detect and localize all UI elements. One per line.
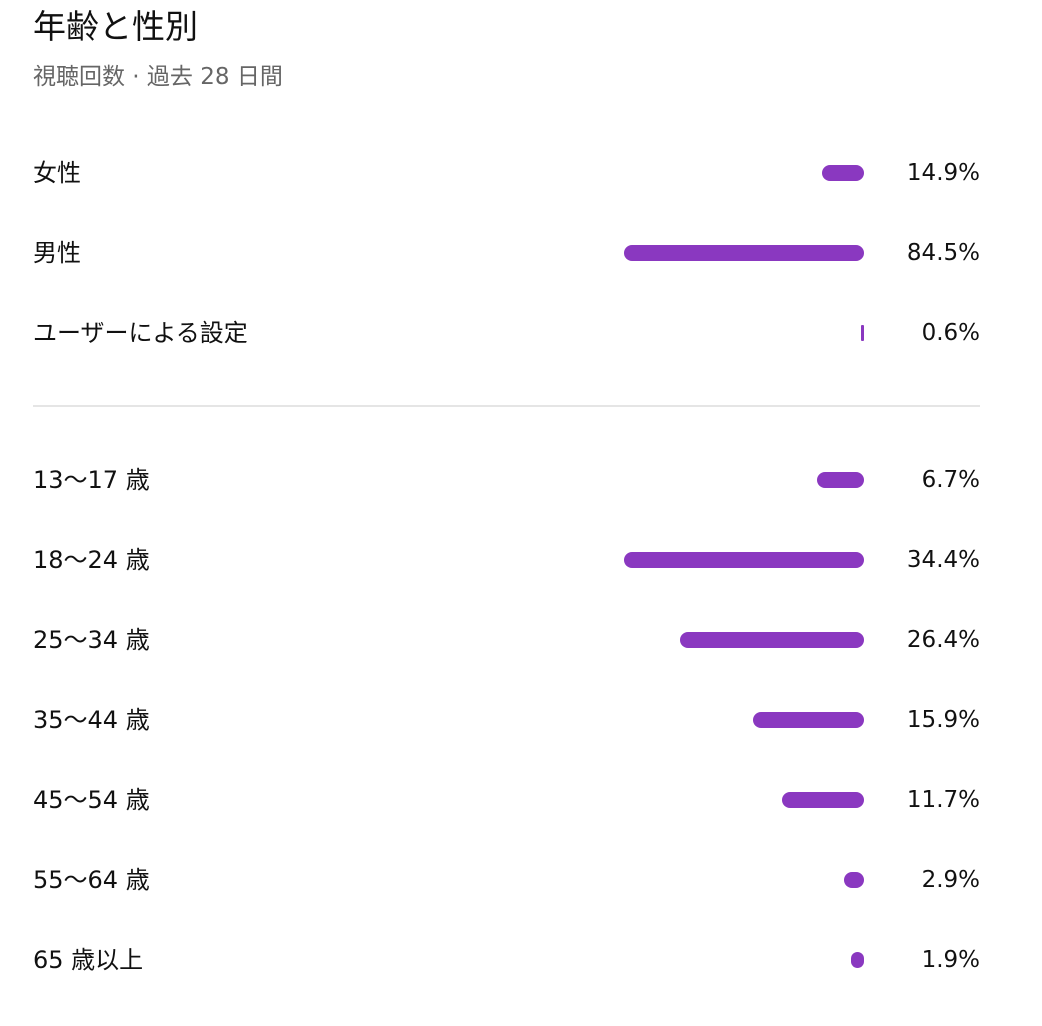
row-label: 18〜24 歳 — [33, 546, 150, 574]
age-bar — [624, 552, 864, 568]
bar-track — [624, 325, 864, 341]
age-row-18-24: 18〜24 歳 34.4% — [0, 540, 1042, 580]
gender-row-male: 男性 84.5% — [0, 233, 1042, 273]
age-row-65-plus: 65 歳以上 1.9% — [0, 940, 1042, 980]
age-bar — [782, 792, 864, 808]
row-label: 13〜17 歳 — [33, 466, 150, 494]
bar-track — [624, 792, 864, 808]
gender-bar — [624, 245, 864, 261]
gender-bar — [861, 325, 864, 341]
row-label: 65 歳以上 — [33, 946, 144, 974]
bar-track — [624, 552, 864, 568]
row-label: 25〜34 歳 — [33, 626, 150, 654]
bar-track — [624, 872, 864, 888]
row-label: 35〜44 歳 — [33, 706, 150, 734]
bar-track — [624, 952, 864, 968]
age-row-35-44: 35〜44 歳 15.9% — [0, 700, 1042, 740]
age-row-45-54: 45〜54 歳 11.7% — [0, 780, 1042, 820]
gender-row-female: 女性 14.9% — [0, 153, 1042, 193]
age-row-13-17: 13〜17 歳 6.7% — [0, 460, 1042, 500]
row-label: 45〜54 歳 — [33, 786, 150, 814]
gender-bar — [822, 165, 864, 181]
section-divider — [33, 405, 980, 407]
row-percent: 2.9% — [921, 867, 980, 893]
age-bar — [680, 632, 864, 648]
age-bar — [817, 472, 864, 488]
row-percent: 1.9% — [921, 947, 980, 973]
age-bar — [844, 872, 864, 888]
bar-track — [624, 632, 864, 648]
row-percent: 26.4% — [906, 627, 980, 653]
gender-row-user-specified: ユーザーによる設定 0.6% — [0, 313, 1042, 353]
age-bar — [851, 952, 864, 968]
bar-track — [624, 472, 864, 488]
row-percent: 15.9% — [906, 707, 980, 733]
age-row-55-64: 55〜64 歳 2.9% — [0, 860, 1042, 900]
row-percent: 14.9% — [906, 160, 980, 186]
row-percent: 34.4% — [906, 547, 980, 573]
row-label: 55〜64 歳 — [33, 866, 150, 894]
age-row-25-34: 25〜34 歳 26.4% — [0, 620, 1042, 660]
bar-track — [624, 245, 864, 261]
row-percent: 84.5% — [906, 240, 980, 266]
card-title: 年齢と性別 — [33, 7, 198, 46]
bar-track — [624, 712, 864, 728]
row-label: 男性 — [33, 239, 81, 267]
row-percent: 11.7% — [906, 787, 980, 813]
row-percent: 0.6% — [921, 320, 980, 346]
age-bar — [753, 712, 864, 728]
row-percent: 6.7% — [921, 467, 980, 493]
row-label: ユーザーによる設定 — [33, 319, 248, 347]
card-subtitle: 視聴回数 · 過去 28 日間 — [33, 64, 283, 90]
row-label: 女性 — [33, 159, 81, 187]
bar-track — [624, 165, 864, 181]
